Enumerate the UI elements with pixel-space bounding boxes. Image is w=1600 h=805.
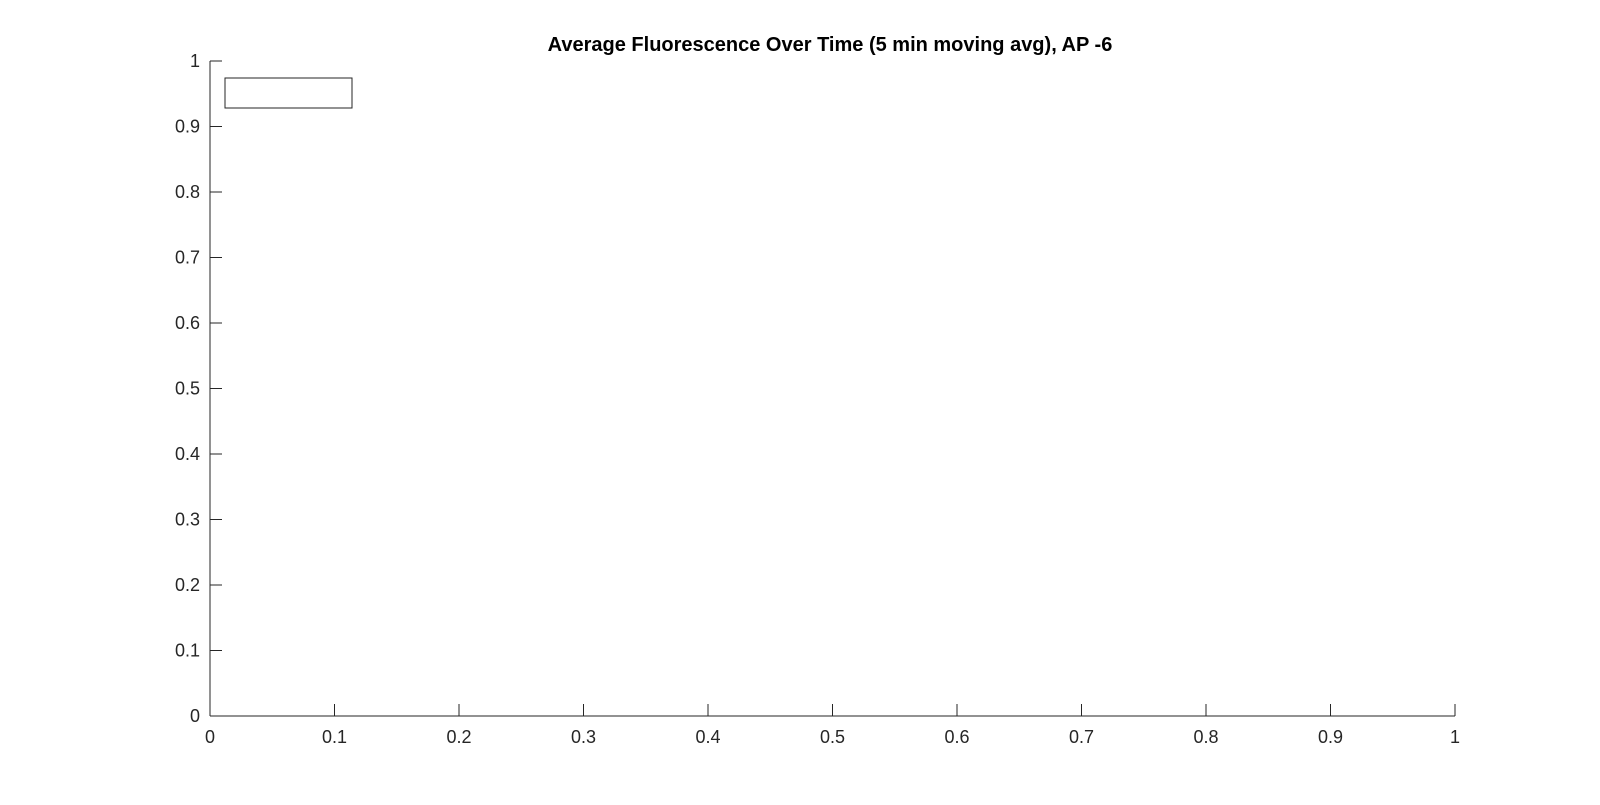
x-tick-label: 0.6 <box>944 727 969 747</box>
y-axis-ticks: 0 0.1 0.2 0.3 0.4 0.5 0.6 0.7 0.8 0.9 1 <box>175 51 222 726</box>
chart-title: Average Fluorescence Over Time (5 min mo… <box>548 34 1113 56</box>
axes <box>209 61 1455 717</box>
y-tick-label: 0.2 <box>175 575 200 595</box>
y-tick-label: 0.6 <box>175 313 200 333</box>
x-axis-ticks: 0 0.1 0.2 0.3 0.4 0.5 0.6 0.7 0.8 0.9 1 <box>205 704 1460 747</box>
y-tick-label: 1 <box>190 51 200 71</box>
x-tick-label: 0.9 <box>1318 727 1343 747</box>
y-tick-label: 0.3 <box>175 510 200 530</box>
x-tick-label: 0.5 <box>820 727 845 747</box>
x-tick-label: 0.8 <box>1193 727 1218 747</box>
y-tick-label: 0.5 <box>175 379 200 399</box>
x-tick-label: 0.2 <box>446 727 471 747</box>
x-tick-label: 0.4 <box>695 727 720 747</box>
x-tick-label: 1 <box>1450 727 1460 747</box>
x-tick-label: 0.1 <box>322 727 347 747</box>
y-tick-label: 0.7 <box>175 248 200 268</box>
y-tick-label: 0.4 <box>175 444 200 464</box>
x-tick-label: 0.3 <box>571 727 596 747</box>
y-tick-label: 0 <box>190 706 200 726</box>
y-tick-label: 0.8 <box>175 182 200 202</box>
y-tick-label: 0.9 <box>175 117 200 137</box>
x-tick-label: 0 <box>205 727 215 747</box>
x-tick-label: 0.7 <box>1069 727 1094 747</box>
legend-box <box>224 77 353 109</box>
y-tick-label: 0.1 <box>175 641 200 661</box>
